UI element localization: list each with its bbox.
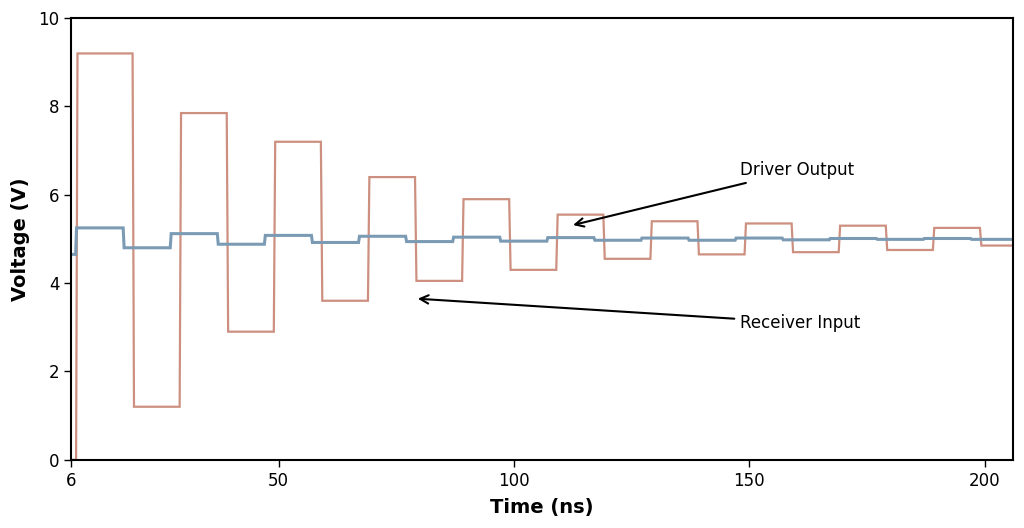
Y-axis label: Voltage (V): Voltage (V)	[11, 177, 30, 300]
Text: Driver Output: Driver Output	[575, 162, 854, 227]
Text: Receiver Input: Receiver Input	[420, 295, 860, 332]
X-axis label: Time (ns): Time (ns)	[490, 498, 594, 517]
